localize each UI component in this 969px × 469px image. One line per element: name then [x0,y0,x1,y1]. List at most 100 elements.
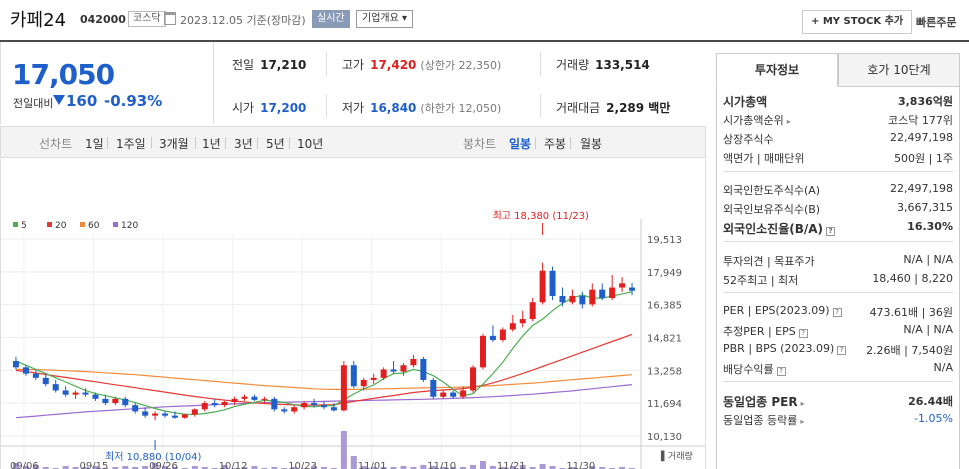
chevron-right-icon[interactable]: ▸ [786,117,791,126]
info-row-label: 외국인보유주식수(B) [723,203,821,216]
candle-weekly[interactable]: 주봉 [544,137,567,151]
volume-bar [370,467,377,469]
info-row-label: PER | EPS(2023.09)? [723,304,842,317]
y-tick-label: 10,130 [647,432,682,443]
period-1y[interactable]: 1년 [202,137,221,151]
chevron-right-icon[interactable]: ▸ [800,399,805,408]
volume-value: 133,514 [595,58,650,72]
volume-bar [271,467,278,469]
x-tick-label: 11/10 [427,461,456,469]
candle-body [420,358,427,380]
volume-bar [42,467,49,469]
info-row-value: 473.61배 | 36원 [869,306,953,319]
volume-bar [410,467,417,469]
row-divider [723,292,953,293]
help-icon[interactable]: ? [798,329,808,338]
investment-info-panel: 투자정보 호가 10단계 시가총액 3,836억원 시가총액순위 ▸ 코스닥 177위 상… [706,42,969,469]
volume-bar [162,466,169,469]
ma5-line [15,291,633,416]
info-row-label: 투자의견 | 목표주가 [723,255,815,268]
open-value: 17,200 [260,101,307,115]
info-row: 투자의견 | 목표주가 N/A | N/A [723,253,953,271]
realtime-button[interactable]: 실시간 [312,10,350,28]
candle-monthly[interactable]: 월봉 [580,137,603,151]
x-tick-label: 11/21 [497,461,526,469]
volume-bar [72,467,79,469]
volume-bar [311,466,318,469]
company-overview-button[interactable]: 기업개요 ▾ [356,10,414,28]
price-summary-grid: 전일 17,210 고가 17,420 (상한가 22,350) 거래량 133,514… [214,42,706,124]
volume-bar [22,466,29,469]
chevron-right-icon[interactable]: ▸ [800,417,805,426]
candle-body [191,409,198,415]
company-overview-label: 기업개요 [362,13,399,24]
y-tick-label: 16,385 [647,301,682,312]
quick-order-link[interactable]: 빠른주문 [916,16,957,29]
volume-bar [430,466,437,469]
day-high-label: 고가 [342,58,365,72]
market-badge: 코스닥 [128,11,166,27]
volume-bar [529,467,536,469]
candle-body [32,373,39,378]
change-label: 전일대비 [13,97,54,110]
y-tick-label: 17,949 [647,268,682,279]
period-1d[interactable]: 1일 [85,137,104,151]
candle-body [619,283,626,288]
candle-body [171,415,178,418]
info-row-value: 500원 | 1주 [894,152,953,165]
info-row-label: PBR | BPS (2023.09)? [723,342,847,355]
period-3y[interactable]: 3년 [234,137,253,151]
tab-orderbook[interactable]: 호가 10단계 [838,53,960,87]
candle-body [489,335,496,341]
candle-body [450,392,457,397]
info-row-value: 코스닥 177위 [888,114,953,127]
candle-body [440,392,447,397]
period-1w[interactable]: 1주일 [116,137,146,151]
help-icon[interactable]: ? [826,227,836,236]
candle-body [241,396,248,399]
candle-body [321,405,327,408]
candle-daily[interactable]: 일봉 [509,137,532,151]
day-high-value: 17,420 [370,58,417,72]
info-row: 동일업종 PER ▸ 26.44배 [723,393,953,411]
candle-body [52,384,59,391]
candle-body [549,270,556,296]
help-icon[interactable]: ? [832,308,842,317]
day-low-value: 16,840 [370,101,417,115]
x-tick-label: 09/26 [149,461,178,469]
period-5y[interactable]: 5년 [266,137,285,151]
tab-investment-info[interactable]: 투자정보 [716,53,838,87]
volume-bar [489,466,496,469]
prev-close-value: 17,210 [260,58,307,72]
info-row: 외국인소진율(B/A)? 16.30% [723,220,953,238]
day-low-label: 저가 [342,101,365,115]
period-10y[interactable]: 10년 [297,137,324,151]
legend-swatch [13,222,18,227]
info-row: 상장주식수 22,497,198 [723,131,953,149]
candle-body [599,289,606,299]
open-label: 시가 [232,101,255,115]
candle-body [231,398,238,402]
price-chart[interactable]: 5 20 60 120 19,513 17,949 16,385 14,821 13,258 11… [0,159,706,469]
down-arrow-icon [53,95,65,105]
info-row-label: 외국인한도주식수(A) [723,184,821,197]
volume-bar [390,467,397,469]
candle-body [360,379,367,387]
y-tick-label: 14,821 [647,334,682,345]
candle-body [92,394,99,399]
volume-bar [460,467,467,469]
day-high: 고가 17,420 (상한가 22,350) [342,56,501,73]
trade-amount-value: 2,289 백만 [606,101,671,115]
row-divider [723,171,953,172]
add-mystock-button[interactable]: + MY STOCK 추가 [802,10,913,34]
info-row-label: 동일업종 PER ▸ [723,395,805,409]
help-icon[interactable]: ? [837,346,847,355]
period-3m[interactable]: 3개월 [159,137,189,151]
help-icon[interactable]: ? [776,367,786,376]
stock-header: 카페24 042000 코스닥 2023.12.05 기준(장마감) 실시간 기… [0,0,969,40]
open-price: 시가 17,200 [232,99,306,116]
info-row-value: 3,836억원 [897,95,953,108]
volume-bar [420,465,427,469]
chart-period-toolbar: 선차트 1일 1주일 3개월 1년 3년 5년 10년 봉차트 일봉 주봉 월봉 [0,126,706,158]
y-tick-label: 13,258 [647,366,682,377]
